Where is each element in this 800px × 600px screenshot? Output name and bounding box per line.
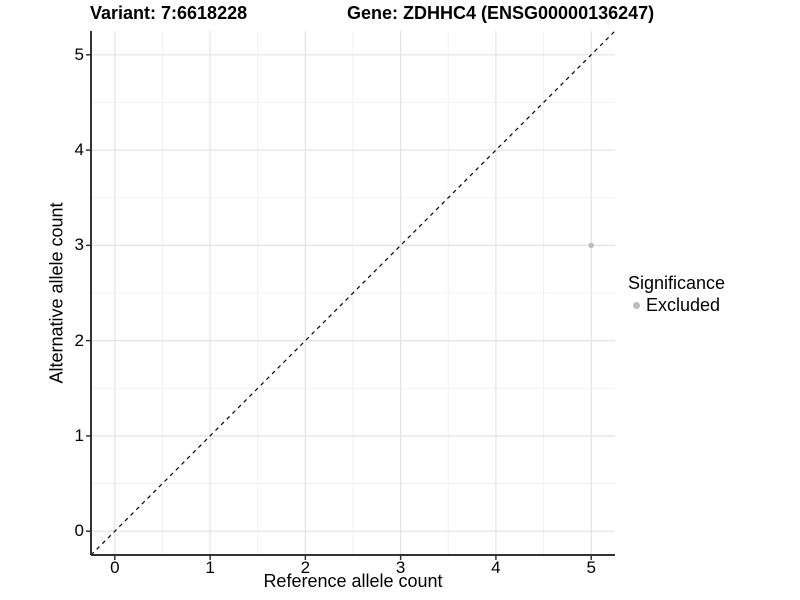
variant-title: Variant: 7:6618228 bbox=[90, 3, 248, 23]
y-tick-label: 0 bbox=[74, 521, 84, 541]
x-tick-label: 3 bbox=[395, 558, 406, 577]
y-tick-label: 5 bbox=[74, 44, 84, 64]
y-axis-title: Alternative allele count bbox=[46, 202, 67, 384]
data-point bbox=[588, 242, 594, 249]
x-axis-title: Reference allele count bbox=[263, 571, 443, 591]
x-tick-label: 5 bbox=[586, 558, 596, 577]
plot-title-row: Variant: 7:6618228 Gene: ZDHHC4 (ENSG000… bbox=[0, 2, 800, 26]
y-tick-label: 3 bbox=[74, 235, 84, 255]
x-tick-label: 0 bbox=[110, 558, 120, 577]
x-tick-label: 2 bbox=[300, 558, 311, 577]
legend-item-label: Excluded bbox=[646, 295, 721, 315]
legend-key bbox=[628, 297, 645, 314]
legend-point-icon bbox=[633, 302, 640, 309]
y-tick-label: 2 bbox=[74, 330, 84, 350]
x-tick-label: 1 bbox=[205, 558, 215, 577]
y-tick-label: 4 bbox=[74, 140, 84, 160]
legend-item-excluded: Excluded bbox=[628, 295, 725, 316]
y-tick-label: 1 bbox=[74, 425, 84, 445]
identity-reference-line bbox=[90, 30, 616, 556]
gene-title: Gene: ZDHHC4 (ENSG00000136247) bbox=[347, 3, 655, 23]
x-tick-label: 4 bbox=[491, 558, 501, 577]
legend: Significance Excluded bbox=[628, 273, 725, 316]
legend-title: Significance bbox=[628, 273, 726, 293]
